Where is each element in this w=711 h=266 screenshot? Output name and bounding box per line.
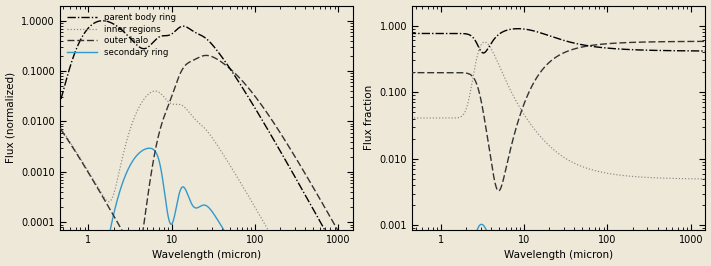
Y-axis label: Flux fraction: Flux fraction [364, 85, 374, 150]
X-axis label: Wavelength (micron): Wavelength (micron) [151, 251, 261, 260]
Y-axis label: Flux (normalized): Flux (normalized) [6, 72, 16, 163]
Legend: parent body ring, inner regions, outer halo, secondary ring: parent body ring, inner regions, outer h… [64, 10, 180, 60]
X-axis label: Wavelength (micron): Wavelength (micron) [504, 251, 614, 260]
